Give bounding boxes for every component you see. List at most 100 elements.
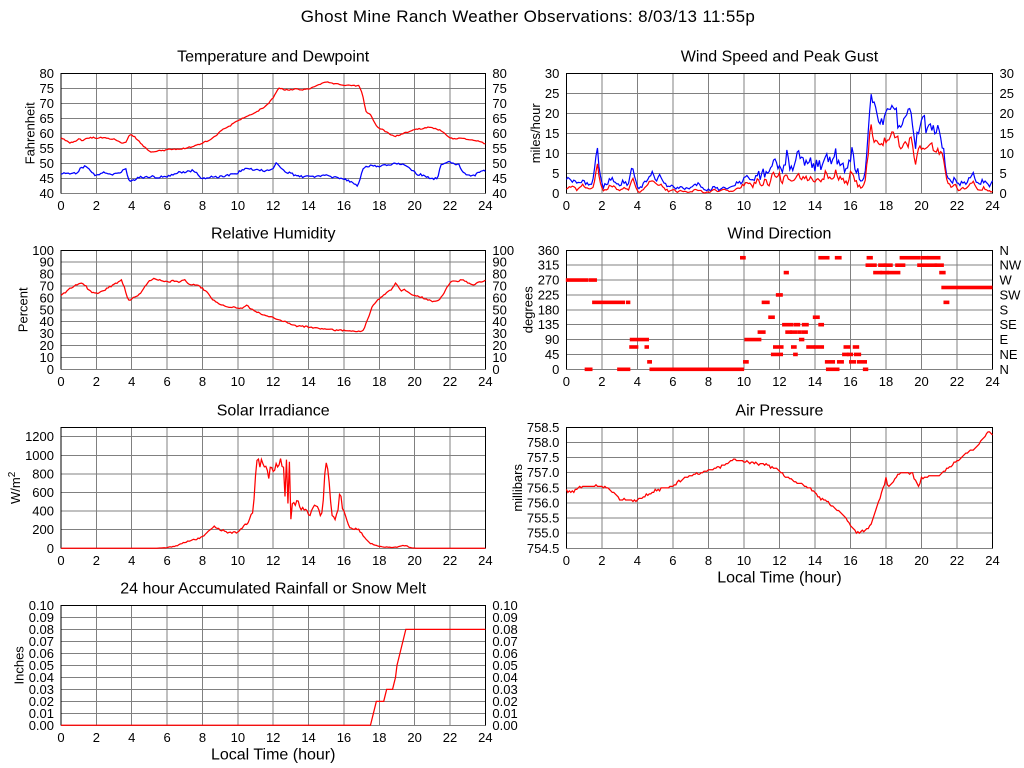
svg-text:18: 18 — [372, 553, 386, 568]
svg-text:70: 70 — [492, 279, 506, 294]
svg-text:12: 12 — [266, 198, 280, 213]
svg-text:20: 20 — [407, 730, 421, 745]
svg-text:20: 20 — [545, 106, 559, 121]
svg-text:55: 55 — [40, 141, 54, 156]
svg-text:0.06: 0.06 — [492, 646, 517, 661]
svg-text:Local Time (hour): Local Time (hour) — [717, 569, 842, 586]
svg-text:60: 60 — [492, 126, 506, 141]
svg-text:20: 20 — [914, 198, 928, 213]
svg-text:0.02: 0.02 — [492, 694, 517, 709]
svg-text:18: 18 — [879, 374, 893, 389]
svg-text:757.5: 757.5 — [527, 450, 560, 465]
svg-text:22: 22 — [443, 553, 457, 568]
svg-text:0: 0 — [563, 553, 570, 568]
svg-text:0: 0 — [1000, 186, 1007, 201]
svg-text:0: 0 — [47, 362, 54, 377]
svg-text:5: 5 — [552, 166, 559, 181]
svg-text:50: 50 — [40, 156, 54, 171]
svg-text:0: 0 — [57, 198, 64, 213]
svg-text:14: 14 — [301, 730, 315, 745]
svg-text:0.05: 0.05 — [492, 658, 517, 673]
svg-text:0.09: 0.09 — [492, 610, 517, 625]
svg-text:0: 0 — [47, 541, 54, 556]
svg-text:15: 15 — [545, 126, 559, 141]
svg-text:24 hour Accumulated Rainfall o: 24 hour Accumulated Rainfall or Snow Mel… — [120, 580, 426, 597]
svg-text:0: 0 — [57, 553, 64, 568]
svg-text:6: 6 — [163, 553, 170, 568]
svg-text:70: 70 — [40, 96, 54, 111]
svg-text:0: 0 — [552, 362, 559, 377]
svg-text:65: 65 — [40, 111, 54, 126]
svg-text:8: 8 — [705, 553, 712, 568]
svg-text:W/m2: W/m2 — [7, 471, 23, 504]
svg-text:90: 90 — [545, 332, 559, 347]
svg-text:1000: 1000 — [25, 448, 54, 463]
svg-text:N: N — [1000, 362, 1009, 377]
svg-text:4: 4 — [128, 198, 135, 213]
svg-text:4: 4 — [128, 374, 135, 389]
svg-text:N: N — [1000, 243, 1009, 258]
svg-text:4: 4 — [128, 730, 135, 745]
svg-text:16: 16 — [337, 374, 351, 389]
svg-text:0.03: 0.03 — [492, 682, 517, 697]
svg-text:70: 70 — [492, 96, 506, 111]
svg-text:10: 10 — [492, 350, 506, 365]
svg-text:5: 5 — [1000, 166, 1007, 181]
svg-text:Ghost Mine Ranch Weather Obser: Ghost Mine Ranch Weather Observations: 8… — [301, 7, 756, 26]
svg-text:SW: SW — [1000, 287, 1022, 302]
svg-text:2: 2 — [93, 553, 100, 568]
svg-text:40: 40 — [492, 186, 506, 201]
svg-text:16: 16 — [337, 730, 351, 745]
svg-text:S: S — [1000, 302, 1009, 317]
svg-text:16: 16 — [843, 553, 857, 568]
svg-text:0.05: 0.05 — [29, 658, 54, 673]
svg-text:W: W — [1000, 273, 1013, 288]
svg-text:6: 6 — [163, 730, 170, 745]
svg-text:15: 15 — [1000, 126, 1014, 141]
svg-text:12: 12 — [266, 374, 280, 389]
svg-text:10: 10 — [40, 350, 54, 365]
svg-text:16: 16 — [843, 198, 857, 213]
svg-text:14: 14 — [301, 553, 315, 568]
svg-text:Relative Humidity: Relative Humidity — [211, 225, 335, 242]
svg-text:400: 400 — [32, 504, 54, 519]
svg-text:24: 24 — [478, 730, 492, 745]
svg-text:8: 8 — [199, 730, 206, 745]
svg-text:0.07: 0.07 — [29, 634, 54, 649]
svg-text:20: 20 — [1000, 106, 1014, 121]
svg-text:20: 20 — [407, 198, 421, 213]
svg-text:65: 65 — [492, 111, 506, 126]
svg-text:80: 80 — [492, 66, 506, 81]
svg-text:Percent: Percent — [15, 287, 30, 332]
svg-text:10: 10 — [1000, 146, 1014, 161]
svg-text:20: 20 — [40, 338, 54, 353]
svg-text:200: 200 — [32, 522, 54, 537]
svg-text:55: 55 — [492, 141, 506, 156]
svg-text:1200: 1200 — [25, 429, 54, 444]
svg-text:8: 8 — [705, 374, 712, 389]
svg-text:20: 20 — [914, 553, 928, 568]
svg-text:0: 0 — [57, 730, 64, 745]
svg-text:Fahrenheit: Fahrenheit — [23, 102, 38, 165]
svg-text:degrees: degrees — [521, 286, 536, 333]
svg-text:0.00: 0.00 — [492, 718, 517, 733]
svg-text:30: 30 — [40, 326, 54, 341]
svg-text:14: 14 — [808, 553, 822, 568]
svg-text:E: E — [1000, 332, 1009, 347]
svg-text:0.01: 0.01 — [29, 706, 54, 721]
svg-text:6: 6 — [163, 374, 170, 389]
svg-text:0.08: 0.08 — [492, 622, 517, 637]
svg-text:24: 24 — [478, 374, 492, 389]
svg-text:Air Pressure: Air Pressure — [735, 402, 823, 419]
svg-text:70: 70 — [40, 279, 54, 294]
svg-text:18: 18 — [372, 730, 386, 745]
svg-text:0: 0 — [563, 374, 570, 389]
svg-text:758.5: 758.5 — [527, 420, 560, 435]
svg-text:0.10: 0.10 — [29, 598, 54, 613]
svg-text:800: 800 — [32, 466, 54, 481]
svg-text:Wind Speed and Peak Gust: Wind Speed and Peak Gust — [681, 48, 879, 65]
svg-text:24: 24 — [478, 553, 492, 568]
svg-text:22: 22 — [443, 374, 457, 389]
svg-text:10: 10 — [231, 730, 245, 745]
svg-text:600: 600 — [32, 485, 54, 500]
